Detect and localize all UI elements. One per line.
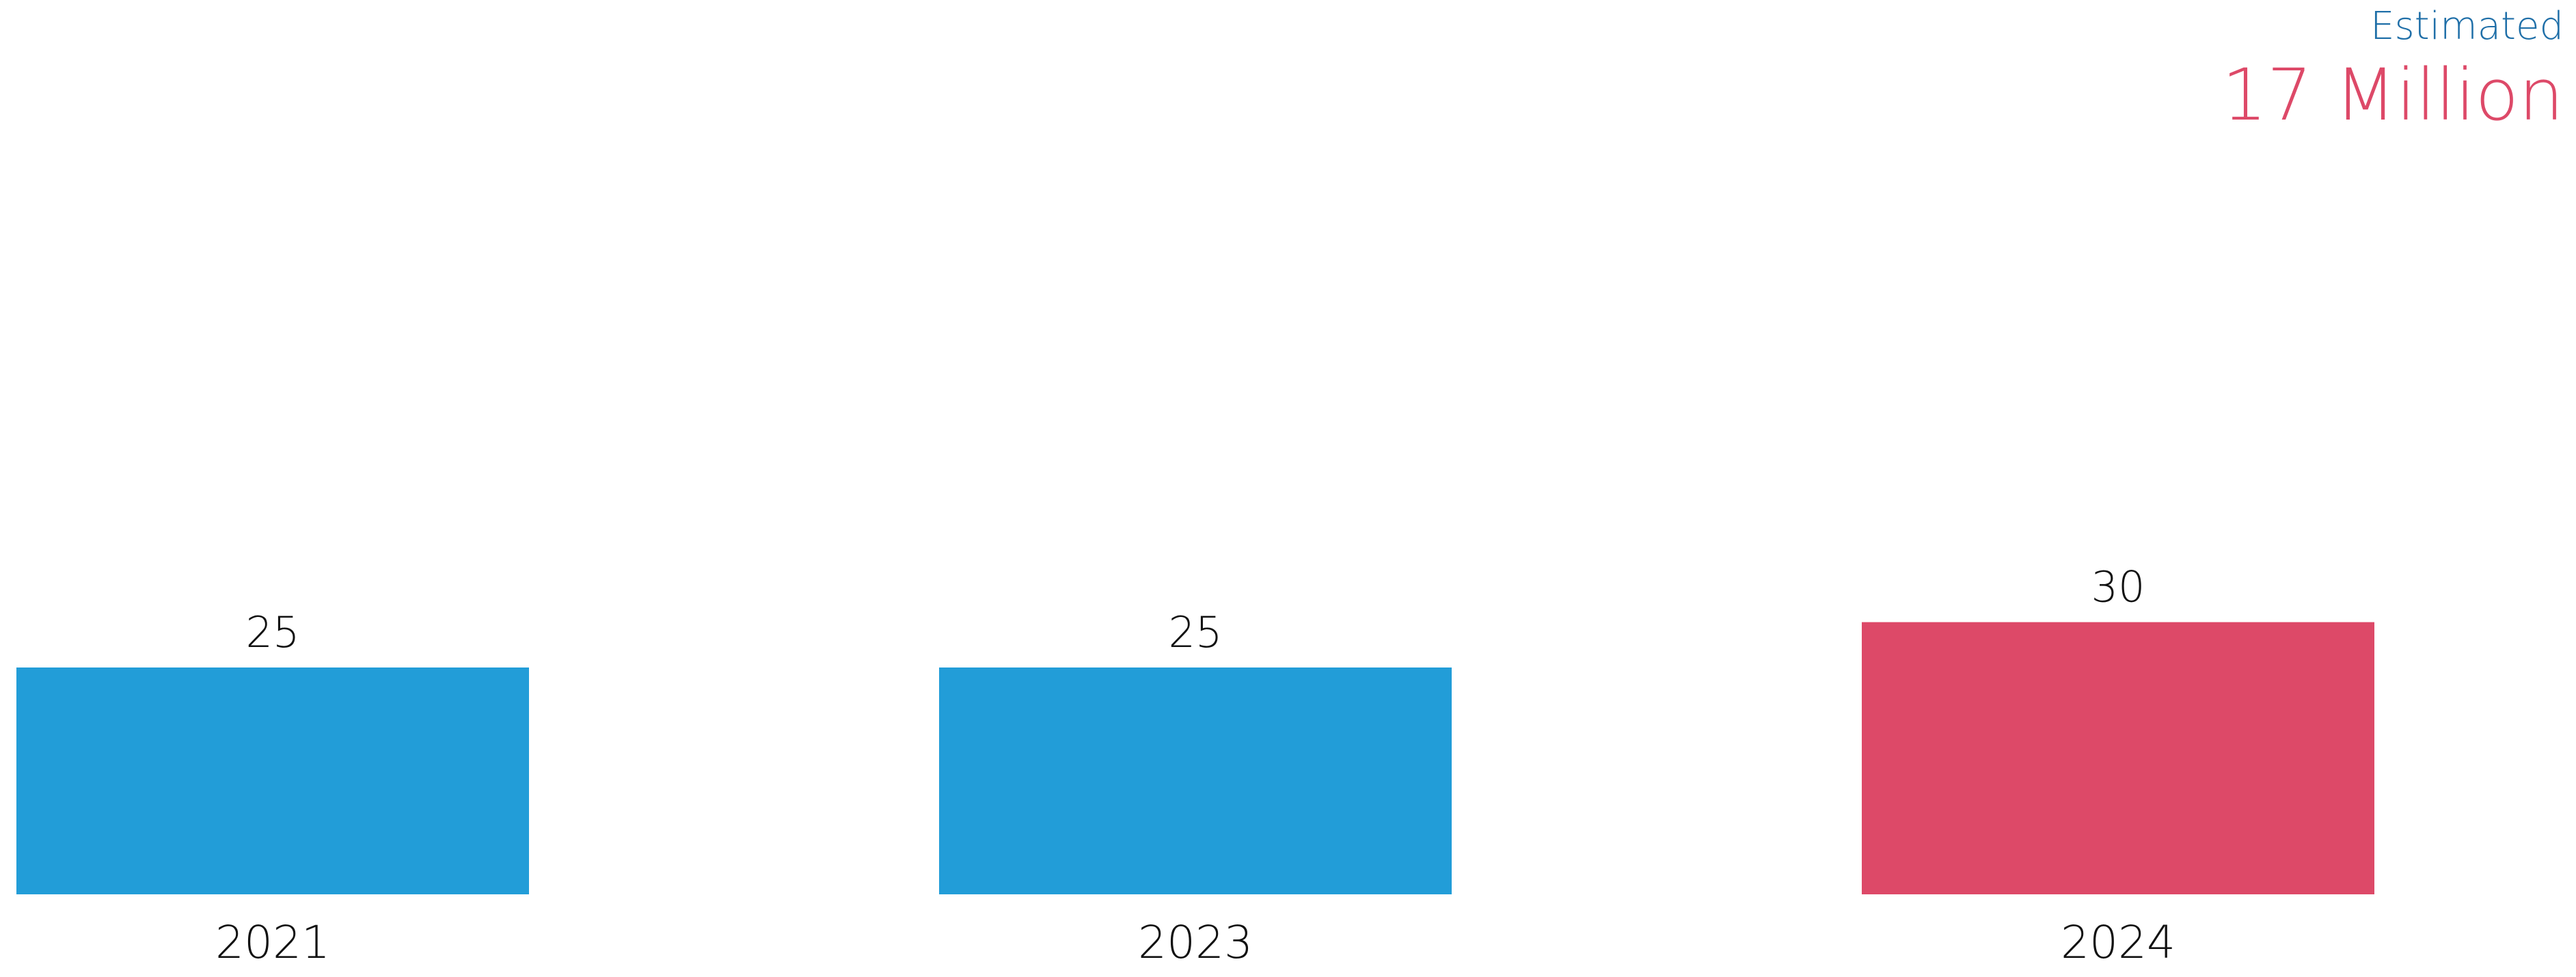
bar-2023 [939, 668, 1452, 894]
data-label-2021: 25 [246, 607, 300, 657]
x-tick-label-2023: 2023 [1138, 916, 1253, 969]
estimated-label: Estimated [2370, 4, 2564, 49]
x-tick-label-2024: 2024 [2061, 916, 2175, 969]
bar-2021 [16, 668, 529, 894]
bar-2024 [1862, 622, 2374, 894]
x-tick-label-2021: 2021 [215, 916, 330, 969]
data-label-2023: 25 [1169, 607, 1223, 657]
data-label-2024: 30 [2091, 562, 2145, 612]
estimated-value: 17 Million [2221, 53, 2564, 137]
